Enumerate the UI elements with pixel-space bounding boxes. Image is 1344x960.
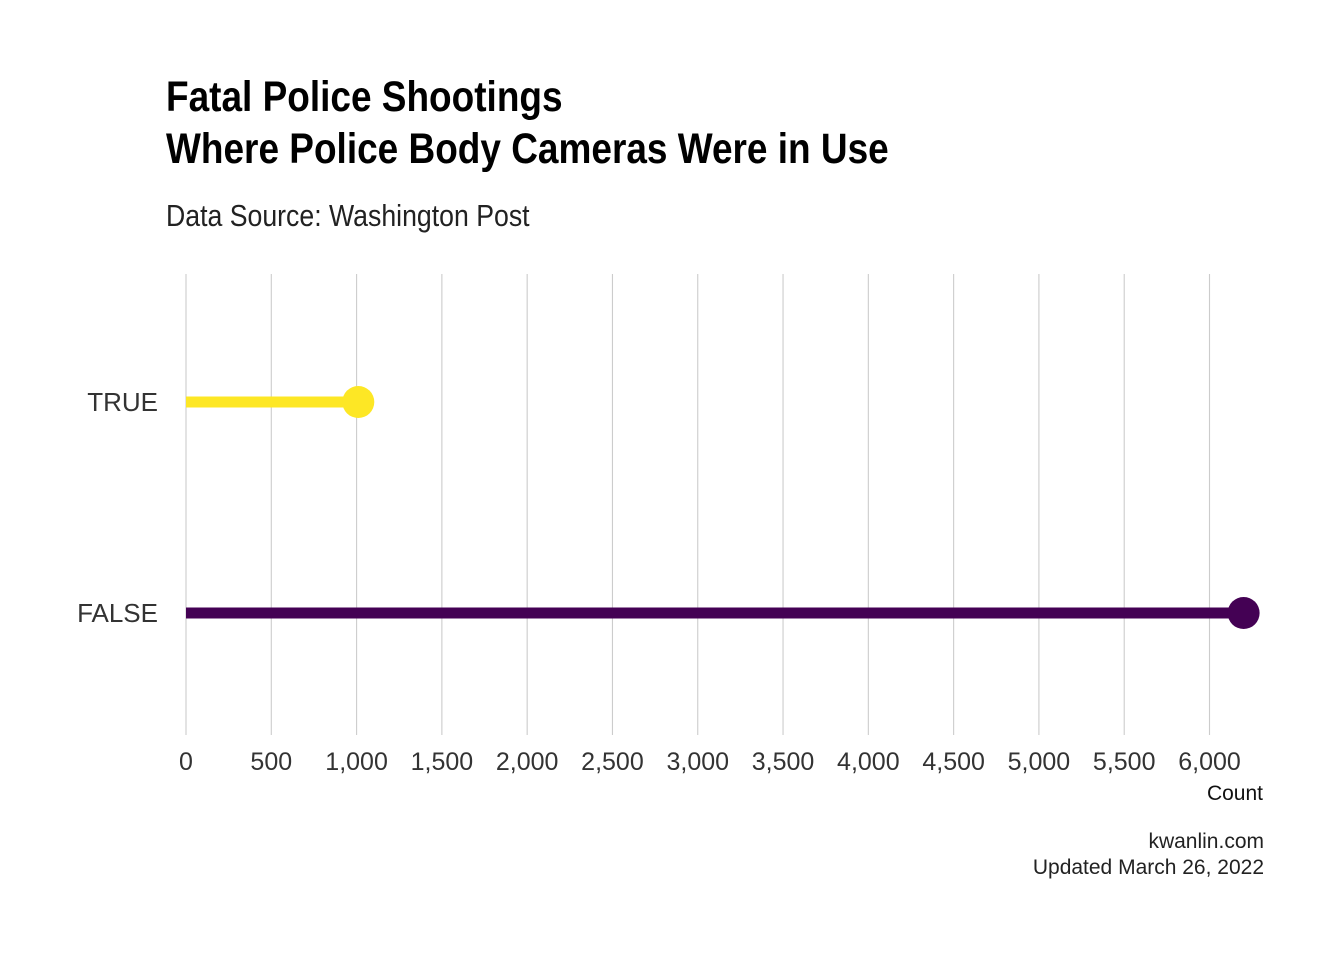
lollipop-dot xyxy=(1227,597,1260,629)
y-category-label: TRUE xyxy=(87,387,158,417)
x-tick-label: 2,000 xyxy=(496,748,559,776)
chart-title-line-2: Where Police Body Cameras Were in Use xyxy=(166,125,889,173)
y-axis-categories: TRUE FALSE xyxy=(77,387,158,628)
x-tick-label: 3,500 xyxy=(752,748,815,776)
caption-site: kwanlin.com xyxy=(1148,830,1264,853)
data-series xyxy=(186,386,1260,629)
caption-updated: Updated March 26, 2022 xyxy=(1032,856,1264,879)
x-tick-label: 5,000 xyxy=(1008,748,1071,776)
gridlines xyxy=(185,274,1211,735)
x-tick-label: 500 xyxy=(250,748,292,776)
x-axis-title: Count xyxy=(1207,782,1263,805)
x-axis-ticks: 0 500 1,000 1,500 2,000 2,500 3,000 3,500 4,000 4… xyxy=(179,748,1241,776)
chart-title-line-1: Fatal Police Shootings xyxy=(166,73,563,121)
x-tick-label: 0 xyxy=(179,748,193,776)
x-tick-label: 4,500 xyxy=(922,748,985,776)
x-tick-label: 1,000 xyxy=(325,748,388,776)
x-tick-label: 4,000 xyxy=(837,748,900,776)
lollipop-dot xyxy=(342,386,375,418)
x-tick-label: 3,000 xyxy=(666,748,729,776)
x-tick-label: 5,500 xyxy=(1093,748,1156,776)
chart-subtitle: Data Source: Washington Post xyxy=(166,198,530,233)
x-tick-label: 6,000 xyxy=(1178,748,1241,776)
y-category-label: FALSE xyxy=(77,598,158,628)
x-tick-label: 1,500 xyxy=(411,748,474,776)
x-tick-label: 2,500 xyxy=(581,748,644,776)
